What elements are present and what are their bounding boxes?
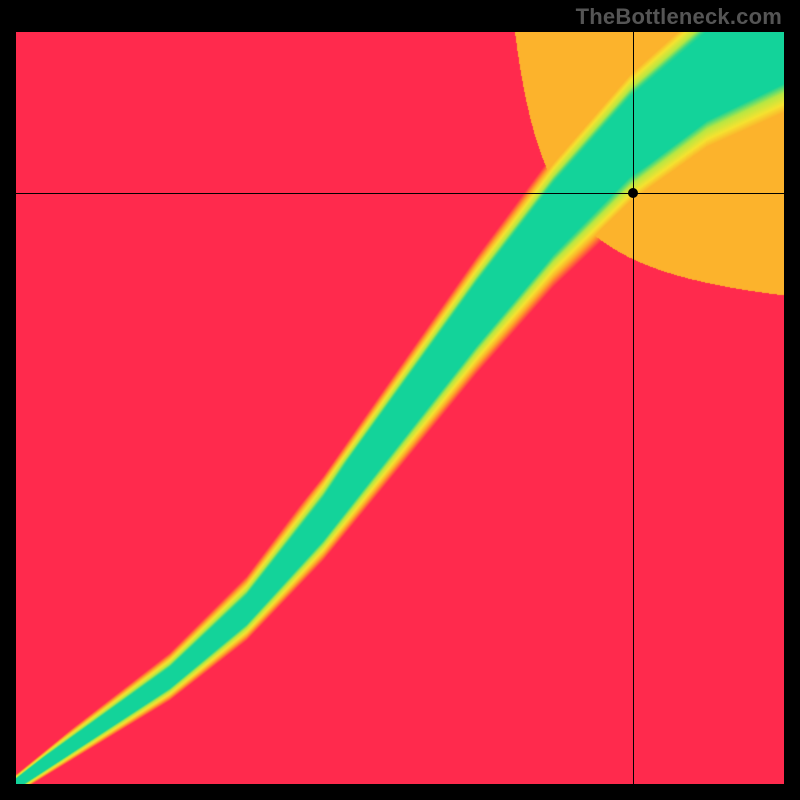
- heatmap-canvas: [16, 32, 784, 784]
- plot-area: [16, 32, 784, 784]
- chart-container: TheBottleneck.com: [0, 0, 800, 800]
- crosshair-horizontal: [16, 193, 784, 194]
- crosshair-vertical: [633, 32, 634, 784]
- crosshair-marker: [628, 188, 638, 198]
- watermark-text: TheBottleneck.com: [576, 4, 782, 30]
